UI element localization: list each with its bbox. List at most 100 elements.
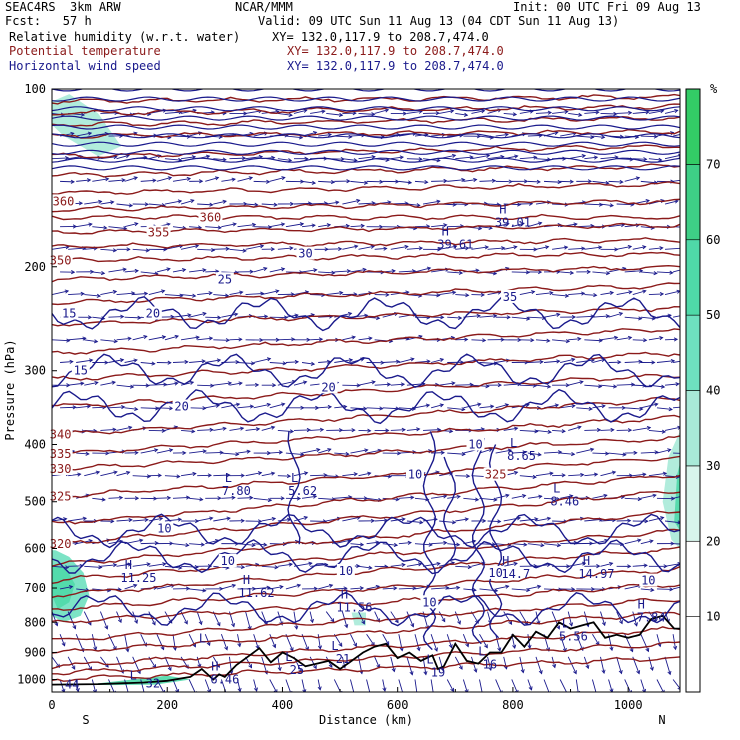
- wind-vector: [196, 656, 201, 668]
- wind-vector-head: [296, 496, 302, 501]
- wind-vector-head: [488, 448, 493, 452]
- wind-vector-head: [593, 472, 599, 477]
- wind-vector: [414, 679, 418, 692]
- wind-vector: [656, 360, 675, 363]
- wind-vector: [584, 473, 598, 477]
- wind-vector-head: [484, 644, 488, 649]
- wind-vector: [471, 246, 489, 250]
- wind-vector-head: [609, 203, 615, 208]
- wind-vector-head: [536, 584, 542, 589]
- wind-vector: [309, 611, 314, 623]
- x-tick-label: 1000: [614, 698, 643, 712]
- wind-vector: [269, 586, 283, 590]
- wind-vector-head: [277, 666, 282, 672]
- wind-vector-head: [219, 450, 224, 455]
- colorbar-segment: [685, 88, 701, 165]
- wind-vector: [84, 471, 100, 477]
- terrain-layer: [52, 614, 680, 686]
- wind-vector-head: [359, 586, 365, 591]
- wind-vector-head: [675, 382, 680, 387]
- wind-vector-head: [651, 316, 657, 321]
- wind-vector-head: [643, 338, 648, 343]
- wind-vector: [189, 360, 206, 363]
- wind-vector-head: [485, 384, 490, 389]
- wind-vector-head: [154, 448, 159, 453]
- wind-vector-head: [222, 199, 227, 204]
- wind-vector: [552, 474, 565, 477]
- field-wind-name: Horizontal wind speed: [9, 59, 161, 73]
- wind-speed-contour: [52, 141, 680, 147]
- wind-vector-head: [199, 179, 204, 184]
- wind-vector: [640, 271, 657, 274]
- wind-vector-head: [428, 542, 433, 547]
- wind-vector: [293, 611, 298, 629]
- wind-vector: [398, 180, 412, 184]
- wind-vector-head: [423, 671, 428, 676]
- wind-vector-head: [579, 380, 584, 385]
- wind-vector-head: [520, 669, 525, 674]
- wind-vector: [84, 339, 98, 343]
- wind-vector: [656, 634, 661, 647]
- valid-time: Valid: 09 UTC Sun 11 Aug 13 (04 CDT Sun …: [258, 14, 620, 28]
- wind-vector: [544, 180, 561, 183]
- wind-vector: [527, 452, 542, 456]
- wind-vector: [390, 656, 395, 672]
- wind-vector: [471, 656, 477, 673]
- wind-vector: [519, 475, 537, 478]
- wind-vector-head: [161, 689, 165, 692]
- wind-vector-head: [558, 450, 563, 455]
- wind-vector-head: [270, 247, 276, 252]
- theta-contour: [52, 251, 680, 263]
- wind-vector-head: [87, 131, 93, 136]
- wind-vector: [293, 429, 311, 431]
- wind-vector-head: [436, 561, 441, 566]
- wind-vector: [552, 339, 570, 342]
- plot-frame: [51, 88, 681, 693]
- wind-vector: [584, 384, 602, 387]
- wind-vector: [285, 634, 294, 651]
- wind-vector-head: [306, 427, 311, 433]
- wind-vector-head: [436, 158, 441, 163]
- wind-vector-head: [409, 671, 414, 676]
- wind-vector-head: [571, 404, 576, 409]
- wind-vector-head: [231, 583, 237, 588]
- wind-vector: [318, 448, 331, 454]
- wind-vector-head: [205, 154, 211, 159]
- wind-vector: [511, 451, 526, 454]
- wind-vector-head: [659, 246, 664, 251]
- wind-vector: [648, 110, 664, 114]
- wind-vector: [140, 449, 158, 454]
- wind-vector-head: [134, 268, 139, 274]
- theta-contour: [52, 546, 680, 599]
- wind-vector: [640, 135, 658, 138]
- wind-speed-label: 15: [62, 307, 76, 321]
- wind-vector: [576, 407, 592, 410]
- wind-vector: [576, 448, 594, 454]
- wind-vector-head: [569, 622, 574, 627]
- wind-vector-head: [595, 110, 600, 115]
- wind-vector: [584, 339, 603, 342]
- wind-vector: [197, 384, 214, 387]
- low-marker: L: [426, 653, 433, 667]
- theta-contour: [52, 103, 680, 116]
- high-marker: H: [638, 597, 645, 611]
- wind-vector-head: [456, 494, 461, 499]
- wind-vector-head: [581, 561, 587, 566]
- wind-vector: [181, 565, 198, 568]
- wind-vector: [664, 200, 679, 205]
- wind-vector-head: [80, 381, 85, 386]
- wind-vector: [366, 585, 380, 590]
- wind-vector-head: [618, 312, 624, 317]
- wind-vector: [164, 294, 183, 297]
- wind-vector-head: [98, 565, 103, 570]
- wind-vector-head: [206, 641, 211, 647]
- wind-vector: [535, 611, 540, 625]
- wind-vector: [350, 180, 368, 184]
- wind-vector-head: [581, 154, 587, 159]
- wind-vector-head: [125, 648, 130, 653]
- wind-vector: [479, 315, 497, 318]
- wind-vector: [116, 154, 130, 160]
- x-axis-title: Distance (km): [319, 713, 413, 727]
- wind-vector: [398, 496, 414, 499]
- wind-vector-head: [246, 449, 251, 454]
